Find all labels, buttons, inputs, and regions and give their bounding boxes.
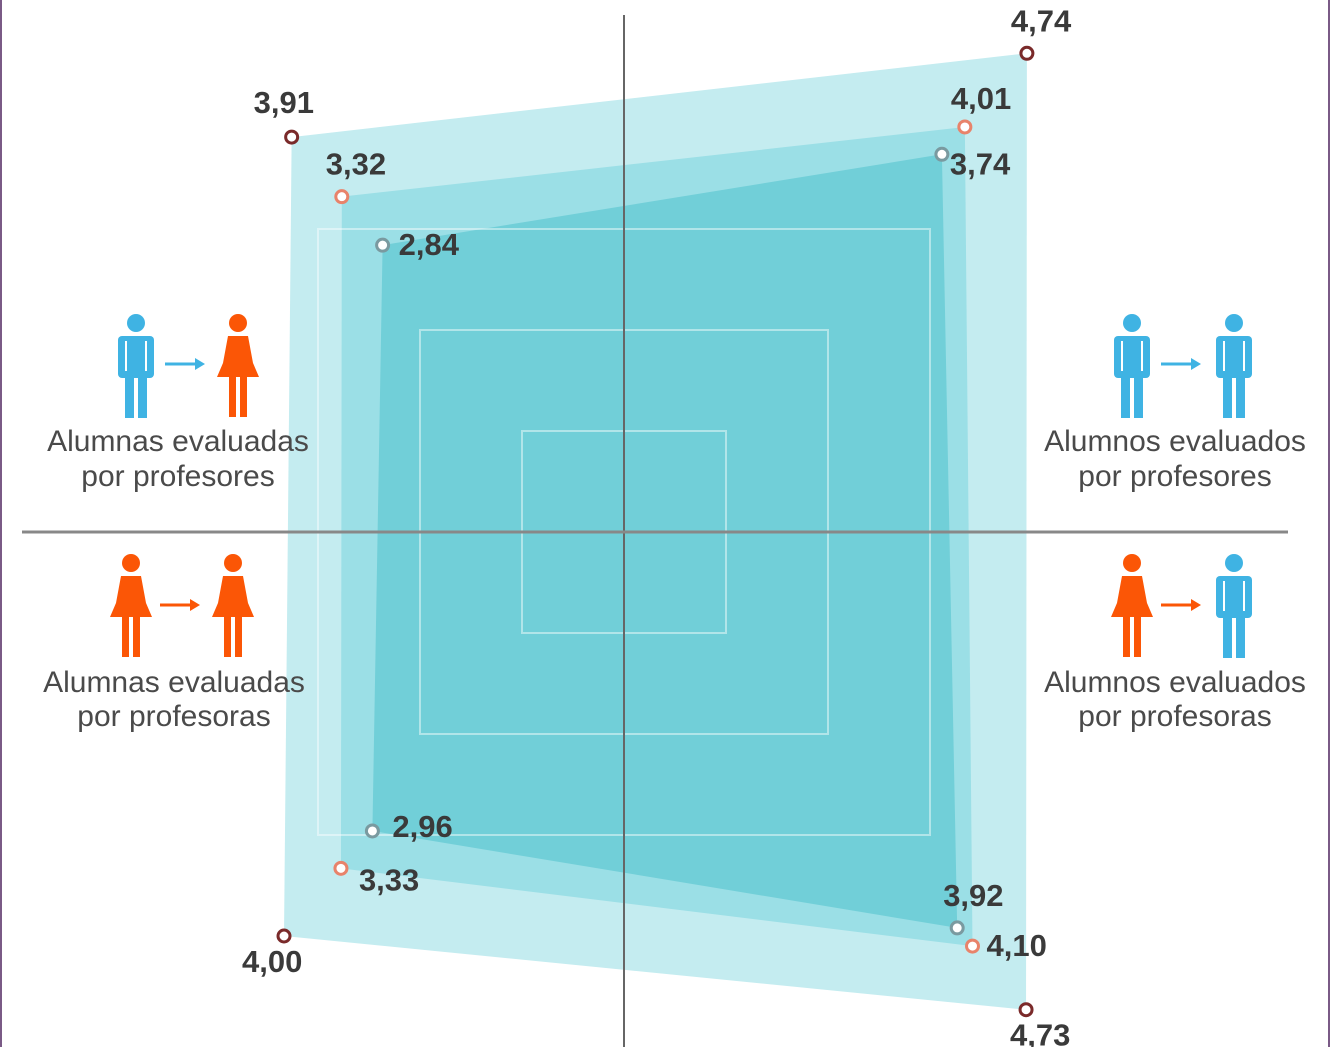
evaluated-icon-upper_right xyxy=(1216,314,1252,418)
evaluated-icon-lower_left-head xyxy=(224,554,242,572)
evaluator-icon-lower_left-leg-left xyxy=(122,617,129,657)
evaluated-icon-lower_right-torso xyxy=(1216,576,1252,618)
marker-upper_left-series-3 xyxy=(375,237,391,253)
series-markers xyxy=(276,45,1035,1018)
marker-upper_left-series-1 xyxy=(284,129,300,145)
evaluated-icon-upper_left-leg-right xyxy=(240,377,247,417)
evaluator-icon-lower_right xyxy=(1111,554,1153,657)
evaluated-icon-upper_right-head xyxy=(1225,314,1243,332)
evaluated-icon-lower_left-leg-right xyxy=(235,617,242,657)
value-label-upper_left-series-1: 3,91 xyxy=(254,85,314,120)
value-labels: 3,91 4,74 4,73 4,00 3,32 4,01 4,10 3,33 2,84 3,74… xyxy=(242,3,1072,1047)
marker-lower_left-series-2 xyxy=(333,860,349,876)
evaluated-icon-lower_right-leg-left xyxy=(1223,613,1232,658)
evaluated-icon-upper_left-dress xyxy=(217,336,259,377)
arrow-icon-upper_left-head xyxy=(195,358,205,370)
evaluator-icon-lower_right-leg-left xyxy=(1123,617,1130,657)
value-label-lower_left-series-3: 2,96 xyxy=(392,809,452,844)
evaluated-icon-upper_right-leg-right xyxy=(1236,373,1245,418)
evaluated-icon-lower_left xyxy=(212,554,254,657)
evaluator-icon-upper_left-torso xyxy=(118,336,154,378)
arrow-icon-lower_right xyxy=(1161,599,1201,611)
value-label-upper_left-series-3: 2,84 xyxy=(399,227,460,262)
value-label-lower_right-series-3: 3,92 xyxy=(943,878,1003,913)
evaluator-icon-upper_right xyxy=(1114,314,1150,418)
evaluator-icon-upper_right-leg-left xyxy=(1121,373,1130,418)
value-label-lower_left-series-2: 3,33 xyxy=(359,862,419,897)
evaluator-icon-upper_left-leg-right xyxy=(138,373,147,418)
value-label-lower_left-series-1: 4,00 xyxy=(242,944,302,979)
evaluated-icon-upper_right-leg-left xyxy=(1223,373,1232,418)
quadrant-title-upper_right: Alumnos evaluados xyxy=(1044,425,1306,458)
axis-lines xyxy=(22,15,1288,1047)
marker-lower_right-series-3 xyxy=(949,920,965,936)
marker-lower_right-series-2 xyxy=(965,938,980,954)
quadrant-subtitle-upper_left: por profesores xyxy=(81,460,274,493)
value-label-upper_right-series-3: 3,74 xyxy=(950,146,1011,181)
evaluator-icon-lower_right-dress xyxy=(1111,576,1153,617)
marker-lower_left-series-3 xyxy=(364,823,380,839)
evaluated-icon-lower_right-head xyxy=(1225,554,1243,572)
evaluator-icon-lower_left xyxy=(110,554,152,657)
arrow-icon-upper_left xyxy=(165,358,205,370)
evaluator-icon-upper_right-leg-right xyxy=(1134,373,1143,418)
evaluator-icon-lower_left-head xyxy=(122,554,140,572)
quadrant-title-upper_left: Alumnas evaluadas xyxy=(47,425,309,458)
marker-upper_right-series-2 xyxy=(957,119,973,135)
quadrant-subtitle-upper_right: por profesores xyxy=(1078,460,1271,493)
arrow-icon-lower_left xyxy=(160,599,200,611)
evaluator-icon-lower_right-head xyxy=(1123,554,1141,572)
arrow-icon-upper_right xyxy=(1161,358,1201,370)
quadrant-title-lower_right: Alumnos evaluados xyxy=(1044,666,1306,699)
evaluated-icon-lower_right-leg-right xyxy=(1236,613,1245,658)
value-label-upper_left-series-2: 3,32 xyxy=(326,147,386,182)
arrow-icon-upper_right-head xyxy=(1191,358,1201,370)
value-label-upper_right-series-2: 4,01 xyxy=(951,81,1011,116)
evaluator-icon-upper_right-head xyxy=(1123,314,1141,332)
evaluated-icon-upper_right-torso xyxy=(1216,336,1252,378)
evaluator-icon-lower_right-leg-right xyxy=(1134,617,1141,657)
arrow-icon-lower_left-head xyxy=(190,599,200,611)
quadrant-subtitle-lower_right: por profesoras xyxy=(1078,700,1271,733)
evaluator-icon-lower_left-dress xyxy=(110,576,152,617)
evaluator-icon-upper_left-leg-left xyxy=(125,373,134,418)
evaluator-icon-lower_left-leg-right xyxy=(133,617,140,657)
value-label-lower_right-series-1: 4,73 xyxy=(1010,1018,1070,1047)
marker-upper_left-series-2 xyxy=(334,189,350,205)
evaluated-icon-upper_left xyxy=(217,314,259,417)
evaluated-icon-lower_left-leg-left xyxy=(224,617,231,657)
marker-upper_right-series-1 xyxy=(1019,45,1035,61)
marker-upper_right-series-3 xyxy=(934,146,950,162)
series-area-3 xyxy=(372,154,958,928)
quadrant-subtitle-lower_left: por profesoras xyxy=(77,700,270,733)
evaluated-icon-upper_left-leg-left xyxy=(229,377,236,417)
evaluated-icon-lower_right xyxy=(1216,554,1252,658)
quadrant-title-lower_left: Alumnas evaluadas xyxy=(43,666,305,699)
evaluator-icon-upper_left-head xyxy=(127,314,145,332)
value-label-upper_right-series-1: 4,74 xyxy=(1011,3,1072,38)
evaluator-icon-upper_left xyxy=(118,314,154,418)
marker-lower_left-series-1 xyxy=(276,928,292,944)
evaluator-icon-upper_right-torso xyxy=(1114,336,1150,378)
marker-lower_right-series-1 xyxy=(1018,1002,1034,1018)
arrow-icon-lower_right-head xyxy=(1191,599,1201,611)
evaluated-icon-lower_left-dress xyxy=(212,576,254,617)
evaluated-icon-upper_left-head xyxy=(229,314,247,332)
value-label-lower_right-series-2: 4,10 xyxy=(987,928,1047,963)
